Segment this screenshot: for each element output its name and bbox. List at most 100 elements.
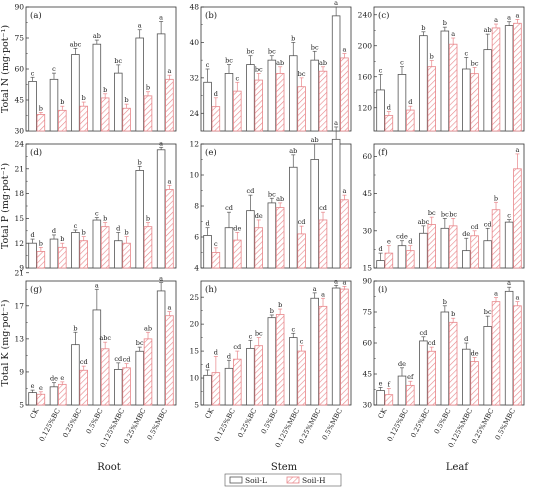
bar-soil-l [462,348,471,406]
significance-letter: de [50,375,58,383]
significance-letter: d [227,352,231,360]
y-tick-label: 18 [14,189,24,198]
significance-letter: a [507,14,511,22]
x-category-label: 0.25%BC [236,407,258,439]
legend-label: Soil-L [245,476,267,485]
bar-soil-l [440,227,450,269]
bar-soil-l [267,202,277,269]
bar-soil-h [448,225,458,269]
x-category-label: 0.5%MBC [321,407,344,441]
significance-letter: d [214,90,218,98]
y-tick-label: 9 [19,264,24,273]
bar-soil-h [275,314,285,406]
significance-letter: ab [484,26,492,34]
bar-soil-l [419,340,428,406]
bar-soil-h [406,384,415,406]
x-category-label: 0.125%BC [38,407,62,443]
bar-soil-h [384,115,394,132]
significance-letter: d [116,224,120,232]
bar-soil-h [36,114,46,132]
legend-swatch [229,476,243,484]
panel-label: (g) [30,284,42,295]
bar-soil-l [483,49,492,132]
significance-letter: a [451,30,455,38]
y-tick-label: 15 [189,347,199,356]
bar-soil-l [71,344,80,406]
bar-soil-l [331,287,341,406]
significance-letter: b [146,84,150,92]
x-category-label: 0.5%MBC [146,407,169,441]
significance-letter: bc [311,43,319,51]
bar-soil-l [49,386,59,406]
bar-soil-h [275,73,285,132]
panel-label: (f) [378,147,388,158]
x-category-label: 0.25%MBC [122,407,147,445]
bar-soil-h [233,358,242,406]
legend-label: Soil-H [302,476,326,485]
bar-soil-l [224,227,234,269]
y-tick-label: 60 [362,152,372,161]
bar-soil-h [143,338,153,406]
bar-soil-l [114,369,123,406]
y-tick-label: 20 [189,320,199,329]
x-category-label: CK [29,406,41,420]
significance-letter: bc [268,48,276,56]
bar-soil-h [340,57,349,132]
bar-soil-h [254,345,263,406]
significance-letter: b [494,194,498,202]
y-tick-label: 45 [14,96,24,105]
significance-letter: b [82,229,86,237]
bar-soil-h [79,105,88,132]
significance-letter: cd [471,223,479,231]
bar-soil-l [440,30,450,132]
significance-letter: c [291,325,295,333]
bar-soil-l [49,238,59,269]
y-tick-label: 75 [14,34,24,43]
significance-letter: d [205,362,209,370]
significance-letter: e [31,382,35,390]
significance-letter: b [103,86,107,94]
y-tick-label: 45 [362,370,372,379]
x-category-label: 0.125%BC [213,407,237,443]
significance-letter: a [167,304,171,312]
bar-soil-h [233,239,242,269]
panel-label: (e) [205,147,217,158]
significance-letter: bc [114,57,122,65]
significance-letter: e [387,238,391,246]
bar-soil-h [384,394,394,406]
bar-soil-h [100,226,110,269]
bar-soil-h [79,240,88,269]
bar-soil-l [267,317,277,406]
bar-soil-h [58,246,67,269]
bar-soil-h [427,350,436,406]
bar-soil-h [384,252,394,269]
significance-letter: cde [396,233,408,241]
significance-letter: c [235,74,239,82]
significance-letter: a [159,275,163,283]
significance-letter: bc [255,65,263,73]
significance-letter: cd [420,329,428,337]
bar-soil-l [310,59,319,132]
y-tick-label: 75 [362,308,372,317]
significance-letter: cd [428,339,436,347]
bar-soil-l [267,59,277,132]
y-tick-label: 40 [189,38,199,47]
panel-label: (a) [30,10,42,21]
y-tick-label: 24 [189,109,199,118]
significance-letter: a [167,177,171,185]
y-tick-label: 30 [362,401,372,410]
bar-soil-h [448,43,458,132]
legend-swatch [286,476,300,484]
y-tick-label: 25 [189,293,199,302]
y-tick-label: 8 [194,202,199,211]
bar-soil-h [318,219,328,269]
significance-letter: e [39,384,43,392]
row-y-labels: Total N (mg·pot⁻¹) Total P (mg·pot⁻¹) Tota… [0,25,11,387]
bar-soil-l [135,170,144,269]
bar-soil-l [397,245,407,269]
significance-letter: a [515,294,519,302]
